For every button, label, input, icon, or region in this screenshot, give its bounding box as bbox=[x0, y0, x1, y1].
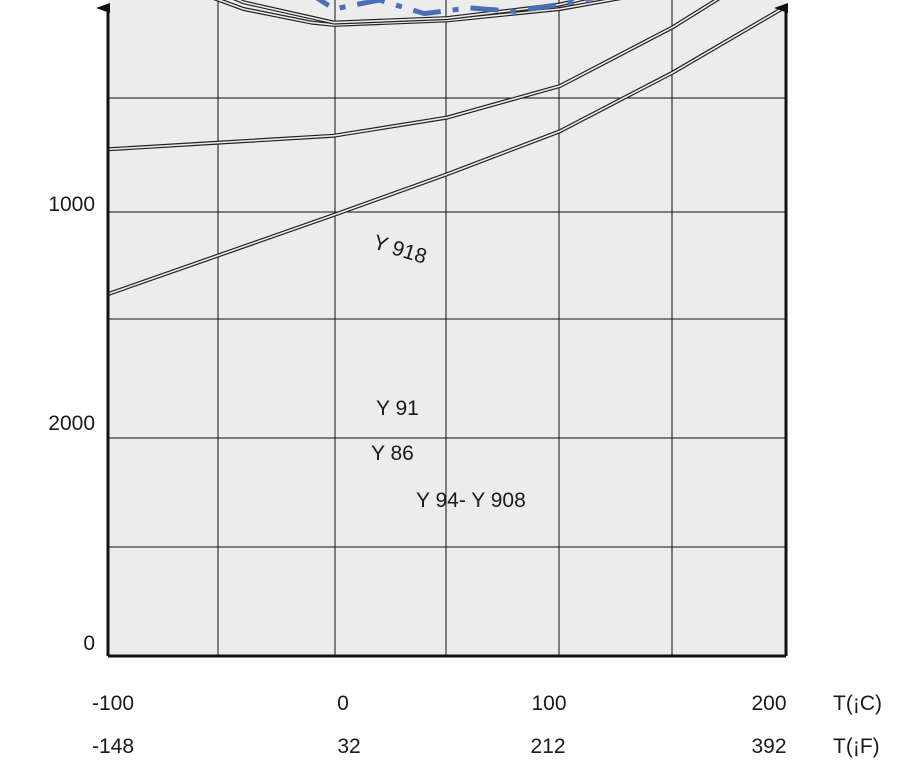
curves bbox=[107, 0, 783, 296]
series-line-inner bbox=[236, 0, 583, 24]
y-tick-label: 0 bbox=[83, 632, 95, 655]
series-line-inner bbox=[107, 8, 782, 295]
series-line-inner bbox=[216, 0, 615, 26]
curve-label-y91: Y 91 bbox=[376, 397, 419, 420]
x-tick-label-c: 100 bbox=[531, 692, 566, 715]
curve-label-y94-y908: Y 94- Y 908 bbox=[416, 489, 526, 512]
axes bbox=[96, 3, 788, 658]
x-axis-label-celsius: T(¡C) bbox=[833, 692, 882, 715]
x-tick-label-f: -148 bbox=[92, 735, 134, 758]
x-tick-label-f: 32 bbox=[337, 735, 360, 758]
x-tick-label-c: -100 bbox=[92, 692, 134, 715]
curve-label-y86: Y 86 bbox=[371, 442, 414, 465]
y-tick-label: 1000 bbox=[48, 193, 95, 216]
x-tick-label-c: 200 bbox=[751, 692, 786, 715]
x-tick-label-f: 212 bbox=[530, 735, 565, 758]
x-axis-label-fahrenheit: T(¡F) bbox=[833, 735, 880, 758]
x-tick-label-f: 392 bbox=[751, 735, 786, 758]
series-line-inner bbox=[107, 0, 718, 151]
y-tick-label: 2000 bbox=[48, 412, 95, 435]
x-tick-label-c: 0 bbox=[337, 692, 349, 715]
grid bbox=[108, 0, 786, 656]
